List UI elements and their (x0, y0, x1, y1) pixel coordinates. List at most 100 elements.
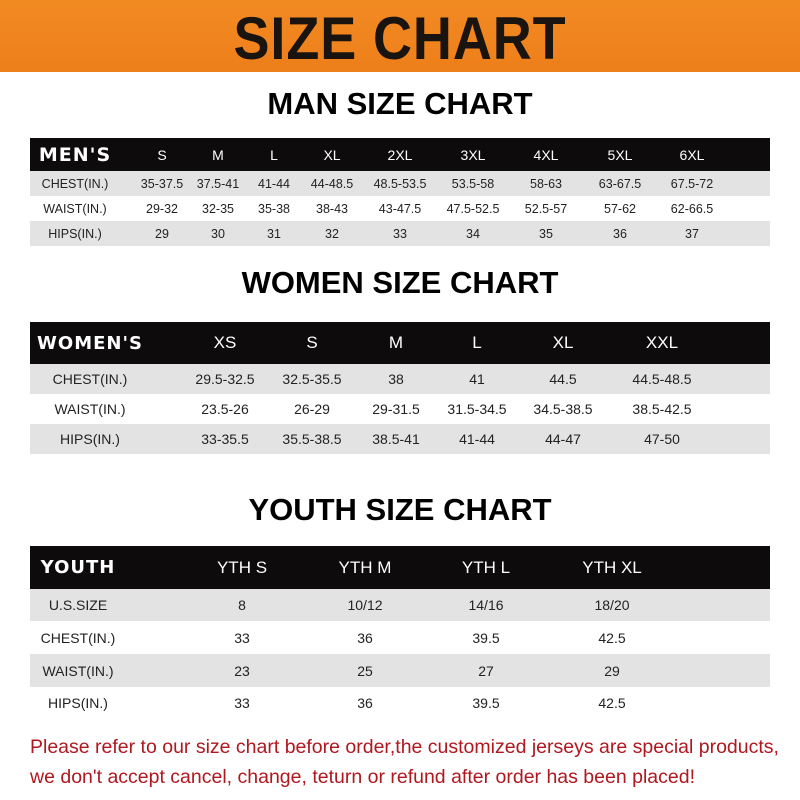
measurement-value: 41-44 (459, 431, 495, 447)
notice-line-2: we don't accept cancel, change, teturn o… (30, 766, 695, 788)
measurement-value: 29 (604, 662, 620, 679)
size-header-cell: L (270, 146, 278, 163)
measurement-label: HIPS(IN.) (60, 431, 120, 447)
measurement-value: 41 (469, 371, 485, 387)
men-table-row: WAIST(IN.) 29-32 32-35 35-38 38-43 43-47.5 47.… (30, 196, 770, 221)
measurement-value: 44.5 (549, 371, 577, 387)
measurement-value: 38 (388, 371, 404, 387)
women-size-table: WOMEN'S XS S M L XL XXL CHEST(IN.) 29.5-32.5 32.5… (30, 322, 770, 454)
measurement-value: 44-47 (545, 431, 581, 447)
measurement-label: WAIST(IN.) (43, 201, 107, 216)
women-section-title: WOMEN SIZE CHART (241, 265, 559, 300)
men-section-title: MAN SIZE CHART (267, 86, 533, 121)
measurement-value: 29.5-32.5 (195, 371, 255, 387)
measurement-value: 18/20 (594, 597, 630, 613)
size-header-cell: 4XL (533, 146, 559, 163)
measurement-value: 41-44 (258, 176, 290, 191)
notice-line-1: Please refer to our size chart before or… (30, 736, 779, 758)
youth-table-row: U.S.SIZE 8 10/12 14/16 18/20 (30, 589, 770, 621)
youth-size-table: YOUTH YTH S YTH M YTH L YTH XL U.S.SIZE 8 10/12… (30, 546, 770, 718)
measurement-value: 14/16 (468, 597, 504, 613)
measurement-value: 38.5-42.5 (632, 401, 692, 417)
measurement-value: 36 (357, 694, 373, 711)
size-header-cell: XL (552, 333, 574, 352)
measurement-value: 48.5-53.5 (373, 176, 427, 191)
measurement-value: 29-32 (146, 201, 178, 216)
measurement-label: HIPS(IN.) (48, 694, 108, 711)
size-header-cell: 6XL (679, 146, 705, 163)
men-header-row: MEN'S S M L XL 2XL 3XL 4XL 5XL 6XL (30, 138, 770, 171)
title-banner: SIZE CHART (0, 0, 800, 72)
measurement-value: 34 (466, 226, 480, 241)
measurement-value: 26-29 (294, 401, 330, 417)
measurement-value: 31 (267, 226, 281, 241)
measurement-value: 38-43 (316, 201, 348, 216)
measurement-label: CHEST(IN.) (52, 371, 128, 387)
measurement-value: 32.5-35.5 (282, 371, 342, 387)
youth-table-row: HIPS(IN.) 33 36 39.5 42.5 (30, 687, 770, 718)
size-header-cell: XL (323, 146, 341, 163)
size-header-cell: M (212, 146, 224, 163)
size-header-cell: XXL (645, 333, 679, 352)
measurement-value: 42.5 (598, 629, 626, 646)
measurement-value: 67.5-72 (670, 176, 714, 191)
measurement-value: 10/12 (347, 597, 383, 613)
measurement-value: 39.5 (472, 629, 500, 646)
measurement-value: 47.5-52.5 (446, 201, 500, 216)
measurement-value: 44.5-48.5 (632, 371, 692, 387)
measurement-value: 44-48.5 (310, 176, 354, 191)
size-header-cell: S (157, 146, 167, 163)
women-table-row: HIPS(IN.) 33-35.5 35.5-38.5 38.5-41 41-44 44-… (30, 424, 770, 454)
measurement-value: 35-38 (258, 201, 290, 216)
measurement-value: 33-35.5 (201, 431, 249, 447)
measurement-value: 43-47.5 (378, 201, 422, 216)
measurement-value: 39.5 (472, 694, 500, 711)
measurement-value: 23 (234, 662, 250, 679)
size-header-cell: 2XL (387, 146, 413, 163)
size-header-cell: YTH XL (582, 557, 642, 577)
measurement-label: WAIST(IN.) (54, 401, 126, 417)
measurement-value: 57-62 (604, 201, 636, 216)
measurement-value: 34.5-38.5 (533, 401, 593, 417)
size-header-cell: YTH L (461, 557, 511, 577)
youth-section-title: YOUTH SIZE CHART (248, 492, 552, 527)
measurement-value: 36 (613, 226, 627, 241)
measurement-label: HIPS(IN.) (48, 226, 102, 241)
banner-title: SIZE CHART (233, 5, 567, 72)
size-header-cell: 5XL (607, 146, 633, 163)
measurement-value: 33 (234, 629, 250, 646)
measurement-value: 53.5-58 (451, 176, 495, 191)
measurement-value: 63-67.5 (598, 176, 642, 191)
measurement-value: 27 (478, 662, 494, 679)
youth-header-row: YOUTH YTH S YTH M YTH L YTH XL (30, 546, 770, 589)
measurement-value: 42.5 (598, 694, 626, 711)
size-header-cell: YTH M (338, 557, 392, 577)
measurement-value: 36 (357, 629, 373, 646)
measurement-label: WAIST(IN.) (42, 662, 114, 679)
size-header-cell: 3XL (460, 146, 486, 163)
measurement-value: 33 (393, 226, 407, 241)
size-header-cell: M (388, 333, 404, 352)
measurement-value: 35-37.5 (140, 176, 184, 191)
measurement-value: 29 (155, 226, 169, 241)
measurement-value: 62-66.5 (670, 201, 714, 216)
measurement-value: 38.5-41 (372, 431, 420, 447)
measurement-value: 30 (211, 226, 225, 241)
measurement-value: 47-50 (644, 431, 680, 447)
measurement-value: 8 (238, 597, 246, 613)
measurement-value: 33 (234, 694, 250, 711)
table-category-label: YOUTH (40, 557, 116, 578)
youth-table-row: CHEST(IN.) 33 36 39.5 42.5 (30, 621, 770, 654)
women-header-row: WOMEN'S XS S M L XL XXL (30, 322, 770, 364)
youth-table-row: WAIST(IN.) 23 25 27 29 (30, 654, 770, 687)
table-category-label: MEN'S (38, 143, 112, 166)
measurement-value: 37.5-41 (196, 176, 240, 191)
measurement-value: 32 (325, 226, 339, 241)
measurement-value: 58-63 (530, 176, 562, 191)
measurement-value: 23.5-26 (201, 401, 249, 417)
women-table-row: CHEST(IN.) 29.5-32.5 32.5-35.5 38 41 44.5 44.5… (30, 364, 770, 394)
measurement-value: 52.5-57 (524, 201, 568, 216)
measurement-value: 35 (539, 226, 553, 241)
table-category-label: WOMEN'S (37, 332, 143, 354)
